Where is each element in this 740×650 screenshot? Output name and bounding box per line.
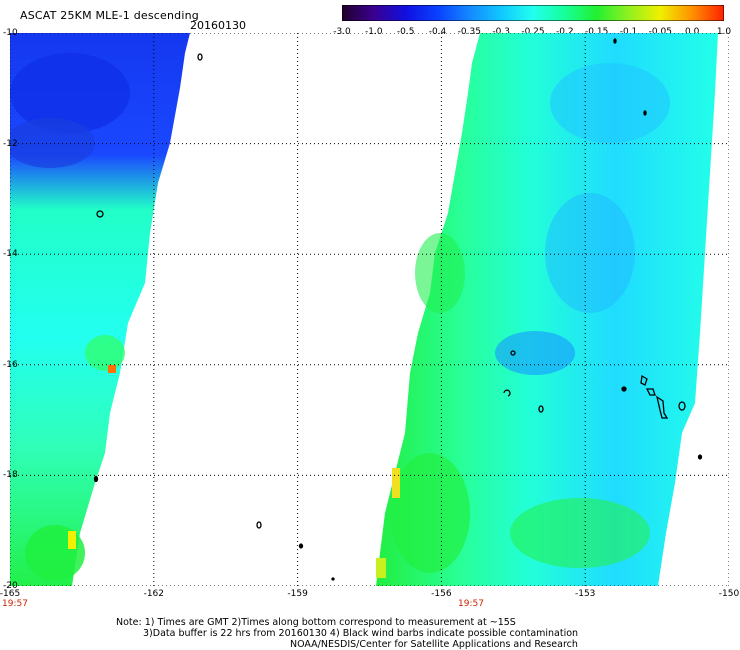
latitude-label: -12 — [3, 138, 18, 149]
colorbar-gradient — [342, 5, 724, 21]
latitude-label: -16 — [3, 359, 18, 370]
swath-time-right: 19:57 — [458, 599, 484, 609]
colorbar — [342, 5, 724, 21]
colorbar-tick-label: -0.25 — [521, 27, 545, 37]
note-line-2: 3)Data buffer is 22 hrs from 20160130 4)… — [143, 628, 579, 639]
colorbar-tick-label: -0.35 — [457, 27, 481, 37]
colorbar-tick-label: -1.0 — [365, 27, 383, 37]
latitude-label: -10 — [3, 28, 18, 38]
longitude-label: -156 — [431, 589, 452, 599]
product-title: ASCAT 25KM MLE-1 descending — [20, 9, 199, 22]
colorbar-tick-label: -0.1 — [619, 27, 638, 37]
swath-left — [10, 33, 190, 586]
colorbar-tick-label: -0.3 — [492, 27, 510, 37]
longitude-label: -165 — [0, 589, 21, 599]
colorbar-tick-label: -0.5 — [396, 27, 415, 37]
latitude-label: -14 — [3, 249, 18, 260]
graticule — [10, 33, 729, 586]
colorbar-tick-label: 1.0 — [716, 27, 732, 37]
swath-time-left: 19:57 — [2, 599, 28, 609]
longitude-label: -159 — [287, 589, 308, 599]
latitude-label: -18 — [3, 470, 18, 481]
longitude-label: -153 — [574, 589, 596, 599]
longitude-label: -162 — [143, 589, 165, 599]
swath-map — [10, 33, 729, 586]
colorbar-tick-label: -0.15 — [585, 27, 609, 37]
product-date: 20160130 — [190, 19, 246, 32]
colorbar-tick-label: -3.0 — [333, 27, 351, 37]
latitude-label: -20 — [3, 581, 18, 591]
note-line-3: NOAA/NESDIS/Center for Satellite Applica… — [290, 639, 578, 650]
colorbar-tick-label: 0.0 — [684, 27, 700, 37]
colorbar-tick-label: -0.2 — [556, 27, 574, 37]
colorbar-tick-label: -0.4 — [428, 27, 447, 37]
swath-right — [376, 33, 718, 586]
note-line-1: Note: 1) Times are GMT 2)Times along bot… — [116, 617, 516, 628]
colorbar-tick-label: -0.05 — [648, 27, 672, 37]
coastlines — [93, 38, 703, 581]
longitude-label: -150 — [718, 589, 740, 599]
